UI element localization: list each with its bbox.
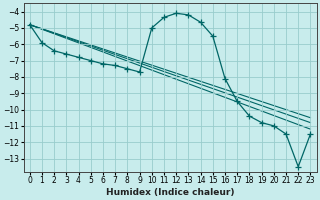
X-axis label: Humidex (Indice chaleur): Humidex (Indice chaleur) <box>106 188 234 197</box>
